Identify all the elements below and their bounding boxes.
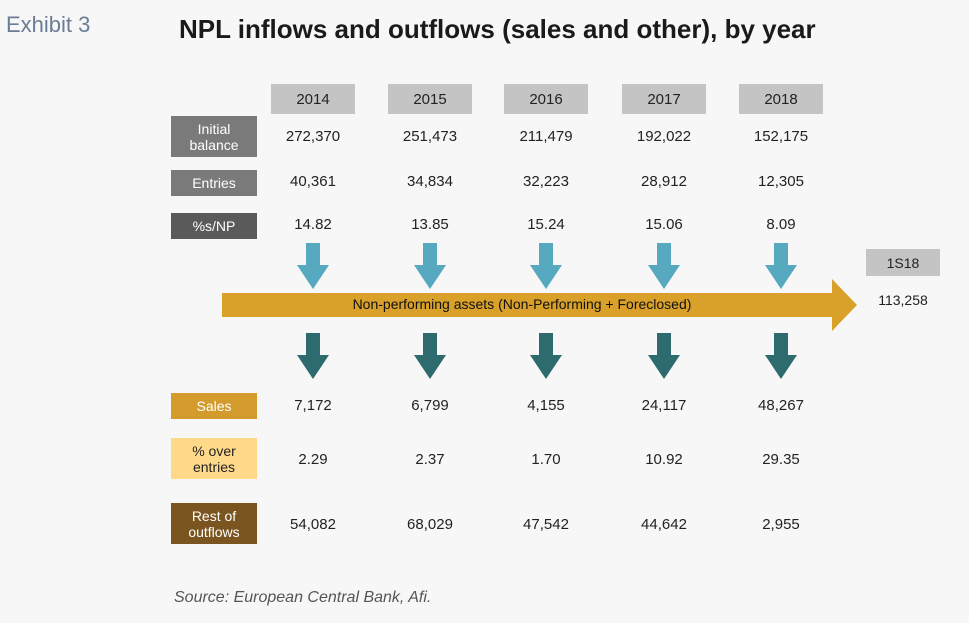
cell-pct-over-entries-2014: 2.29	[298, 451, 328, 468]
latest-period-value: 113,258	[878, 292, 928, 308]
cell-initial-balance-2016: 211,479	[519, 128, 573, 145]
cell-rest-of-outflows-2014: 54,082	[290, 516, 336, 533]
chart-title: NPL inflows and outflows (sales and othe…	[179, 14, 816, 44]
year-header-2018: 2018	[739, 84, 823, 114]
cell-rest-of-outflows-2016: 47,542	[523, 516, 569, 533]
cell-pct-np-2014: 14.82	[294, 216, 332, 233]
outflow-arrow-2014	[297, 333, 329, 379]
row-label-entries: Entries	[171, 170, 257, 196]
outflow-arrow-2015	[414, 333, 446, 379]
outflow-arrow-2018	[765, 333, 797, 379]
row-label-initial-balance: Initial balance	[171, 116, 257, 157]
row-label-sales: Sales	[171, 393, 257, 419]
year-header-2017: 2017	[622, 84, 706, 114]
cell-pct-np-2018: 8.09	[766, 216, 796, 233]
cell-initial-balance-2018: 152,175	[753, 128, 809, 145]
row-label-pct-np: %s/NP	[171, 213, 257, 239]
inflow-arrow-2017	[648, 243, 680, 289]
cell-entries-2017: 28,912	[641, 173, 687, 190]
cell-sales-2016: 4,155	[527, 397, 565, 414]
cell-entries-2016: 32,223	[523, 173, 569, 190]
cell-sales-2015: 6,799	[411, 397, 449, 414]
cell-pct-np-2016: 15.24	[527, 216, 565, 233]
cell-pct-over-entries-2017: 10.92	[645, 451, 683, 468]
cell-rest-of-outflows-2017: 44,642	[641, 516, 687, 533]
cell-pct-over-entries-2018: 29.35	[762, 451, 800, 468]
flow-arrow-label: Non-performing assets (Non-Performing + …	[352, 296, 692, 312]
inflow-arrow-2014	[297, 243, 329, 289]
cell-sales-2014: 7,172	[294, 397, 332, 414]
cell-pct-np-2017: 15.06	[645, 216, 683, 233]
source-note: Source: European Central Bank, Afi.	[174, 589, 432, 606]
cell-rest-of-outflows-2015: 68,029	[407, 516, 453, 533]
year-header-2015: 2015	[388, 84, 472, 114]
outflow-arrow-2017	[648, 333, 680, 379]
cell-initial-balance-2015: 251,473	[402, 128, 458, 145]
cell-pct-over-entries-2016: 1.70	[531, 451, 561, 468]
cell-entries-2018: 12,305	[758, 173, 804, 190]
cell-pct-np-2015: 13.85	[411, 216, 449, 233]
year-header-2016: 2016	[504, 84, 588, 114]
outflow-arrow-2016	[530, 333, 562, 379]
exhibit-label: Exhibit 3	[6, 12, 91, 37]
cell-sales-2017: 24,117	[641, 397, 687, 414]
year-header-2014: 2014	[271, 84, 355, 114]
cell-entries-2014: 40,361	[290, 173, 336, 190]
row-label-pct-over-entries: % over entries	[171, 438, 257, 479]
cell-initial-balance-2017: 192,022	[636, 128, 692, 145]
row-label-rest-of-outflows: Rest of outflows	[171, 503, 257, 544]
inflow-arrow-2015	[414, 243, 446, 289]
cell-entries-2015: 34,834	[407, 173, 453, 190]
cell-pct-over-entries-2015: 2.37	[415, 451, 445, 468]
cell-sales-2018: 48,267	[758, 397, 804, 414]
inflow-arrow-2018	[765, 243, 797, 289]
cell-rest-of-outflows-2018: 2,955	[762, 516, 800, 533]
inflow-arrow-2016	[530, 243, 562, 289]
latest-period-header: 1S18	[866, 249, 940, 276]
cell-initial-balance-2014: 272,370	[285, 128, 341, 145]
flow-arrow	[222, 279, 857, 331]
